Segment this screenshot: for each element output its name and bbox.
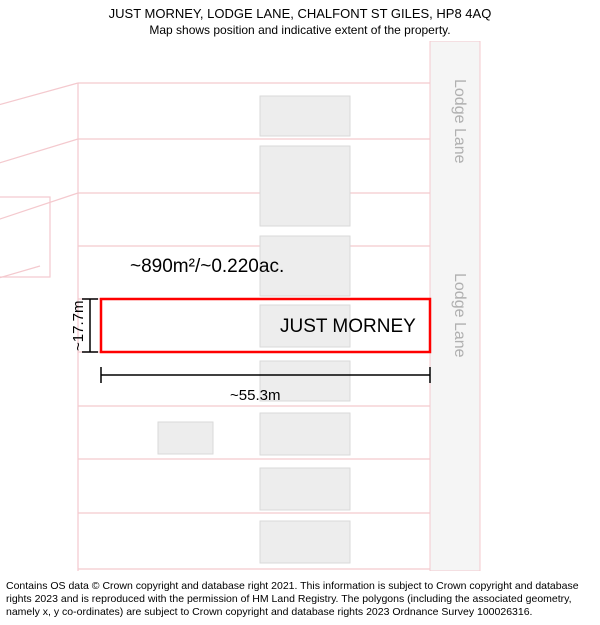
map-canvas: Lodge Lane Lodge Lane ~890m²/~0.220ac. J… (0, 41, 600, 571)
footer-copyright: Contains OS data © Crown copyright and d… (0, 576, 600, 625)
dimension-width-label: ~55.3m (230, 387, 280, 404)
road-label-mid: Lodge Lane (450, 273, 468, 358)
map-svg (0, 41, 600, 571)
road-label-top: Lodge Lane (450, 79, 468, 164)
dimension-height-label: ~17.7m (70, 301, 87, 351)
property-label: JUST MORNEY (280, 316, 416, 338)
header: JUST MORNEY, LODGE LANE, CHALFONT ST GIL… (0, 0, 600, 41)
area-label: ~890m²/~0.220ac. (130, 256, 284, 278)
page-subtitle: Map shows position and indicative extent… (10, 23, 590, 37)
page-title: JUST MORNEY, LODGE LANE, CHALFONT ST GIL… (10, 6, 590, 21)
